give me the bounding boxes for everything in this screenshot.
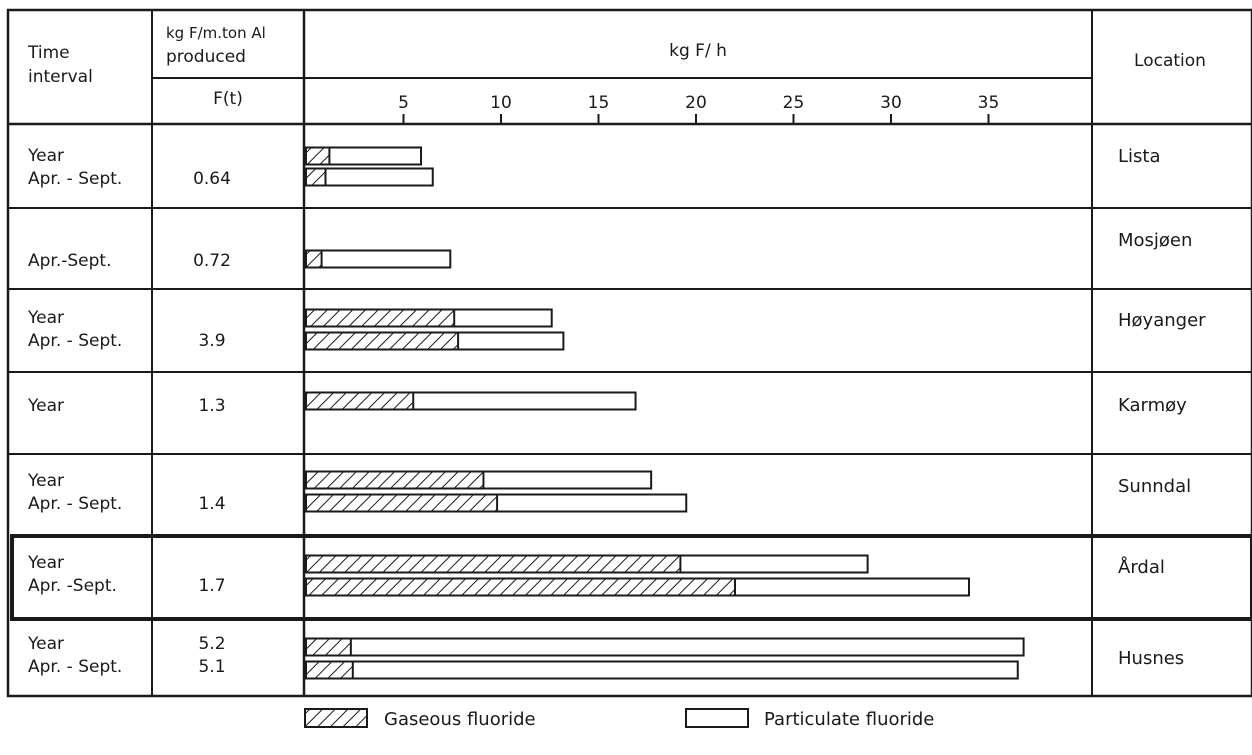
legend-label-gaseous: Gaseous fluoride: [384, 709, 536, 730]
legend-swatch-particulate: [685, 708, 749, 728]
time-interval-label: Year: [27, 308, 64, 328]
row-årdal: Year Apr. -Sept. 1.7 Årdal: [27, 553, 1165, 597]
row-høyanger: Year Apr. - Sept. 3.9 Høyanger: [27, 308, 1206, 351]
x-tick-label: 15: [588, 93, 610, 113]
header-kgfh: kg F/ h: [669, 41, 727, 61]
ft-value: 0.64: [193, 169, 231, 189]
location-label: Husnes: [1118, 648, 1184, 669]
bar-gaseous: [305, 331, 460, 351]
bar-gaseous: [305, 167, 327, 187]
x-tick-label: 10: [490, 93, 512, 113]
ft-value: 0.72: [193, 251, 231, 271]
bar-gaseous: [305, 308, 456, 328]
header-ft-line1: kg F/m.ton Al: [166, 24, 266, 42]
bar-gaseous: [305, 660, 354, 680]
bar-gaseous: [305, 493, 499, 513]
header-ft-line2: produced: [166, 47, 246, 67]
bar-particulate: [305, 637, 1025, 657]
time-interval-label: Apr. -Sept.: [28, 576, 117, 596]
bar-gaseous: [305, 249, 323, 269]
header-time-line2: interval: [28, 67, 93, 87]
x-tick-label: 25: [783, 93, 805, 113]
x-tick-label: 30: [880, 93, 902, 113]
bar-particulate: [305, 660, 1019, 680]
location-label: Mosjøen: [1118, 230, 1192, 251]
location-label: Høyanger: [1118, 310, 1206, 331]
header-time-line1: Time: [27, 43, 70, 63]
row-husnes: Year Apr. - Sept. 5.2 5.1 Husnes: [27, 634, 1184, 680]
time-interval-label: Apr. - Sept.: [28, 494, 122, 514]
time-interval-label: Apr. - Sept.: [28, 169, 122, 189]
bar-gaseous: [305, 470, 485, 490]
time-interval-label: Year: [27, 553, 64, 573]
row-mosjøen: Apr.-Sept. 0.72 Mosjøen: [28, 230, 1192, 271]
ft-value: 1.3: [198, 396, 225, 416]
legend-label-particulate: Particulate fluoride: [764, 709, 934, 730]
header-location: Location: [1134, 51, 1206, 71]
time-interval-label: Apr. - Sept.: [28, 331, 122, 351]
time-interval-label: Year: [27, 146, 64, 166]
location-label: Lista: [1118, 146, 1161, 167]
table-border: [6, 8, 1252, 698]
bar-particulate: [305, 249, 452, 269]
location-label: Sunndal: [1118, 476, 1191, 497]
bar-gaseous: [305, 146, 331, 166]
legend-swatch-gaseous: [304, 708, 368, 728]
row-sunndal: Year Apr. - Sept. 1.4 Sunndal: [27, 470, 1191, 514]
row-lista: Year Apr. - Sept. 0.64 Lista: [27, 146, 1161, 189]
x-tick-label: 5: [398, 93, 409, 113]
bar-gaseous: [305, 577, 736, 597]
ft-value: 1.7: [198, 576, 225, 596]
x-axis-ticks: 5 10 15 20 25 30 35: [398, 93, 999, 124]
x-tick-label: 20: [685, 93, 707, 113]
header-ft-symbol: F(t): [213, 89, 243, 109]
row-karmøy: Year 1.3 Karmøy: [27, 391, 1187, 416]
ardal-highlight-box: [10, 534, 1252, 621]
time-interval-label: Apr. - Sept.: [28, 657, 122, 677]
time-interval-label: Year: [27, 396, 64, 416]
time-interval-label: Year: [27, 471, 64, 491]
ft-value: 5.1: [198, 657, 225, 677]
ft-value: 3.9: [198, 331, 225, 351]
legend: Gaseous fluoride Particulate fluoride: [304, 708, 934, 730]
ft-value: 1.4: [198, 494, 225, 514]
bar-gaseous: [305, 637, 352, 657]
time-interval-label: Year: [27, 634, 64, 654]
bar-gaseous: [305, 391, 415, 411]
ft-value: 5.2: [198, 634, 225, 654]
x-tick-label: 35: [978, 93, 1000, 113]
location-label: Karmøy: [1118, 395, 1187, 416]
bar-gaseous: [305, 554, 682, 574]
table-rows: Year Apr. - Sept. 0.64 Lista Apr.-Sept. 0.72 M…: [27, 146, 1206, 680]
location-label: Årdal: [1118, 556, 1165, 578]
time-interval-label: Apr.-Sept.: [28, 251, 112, 271]
